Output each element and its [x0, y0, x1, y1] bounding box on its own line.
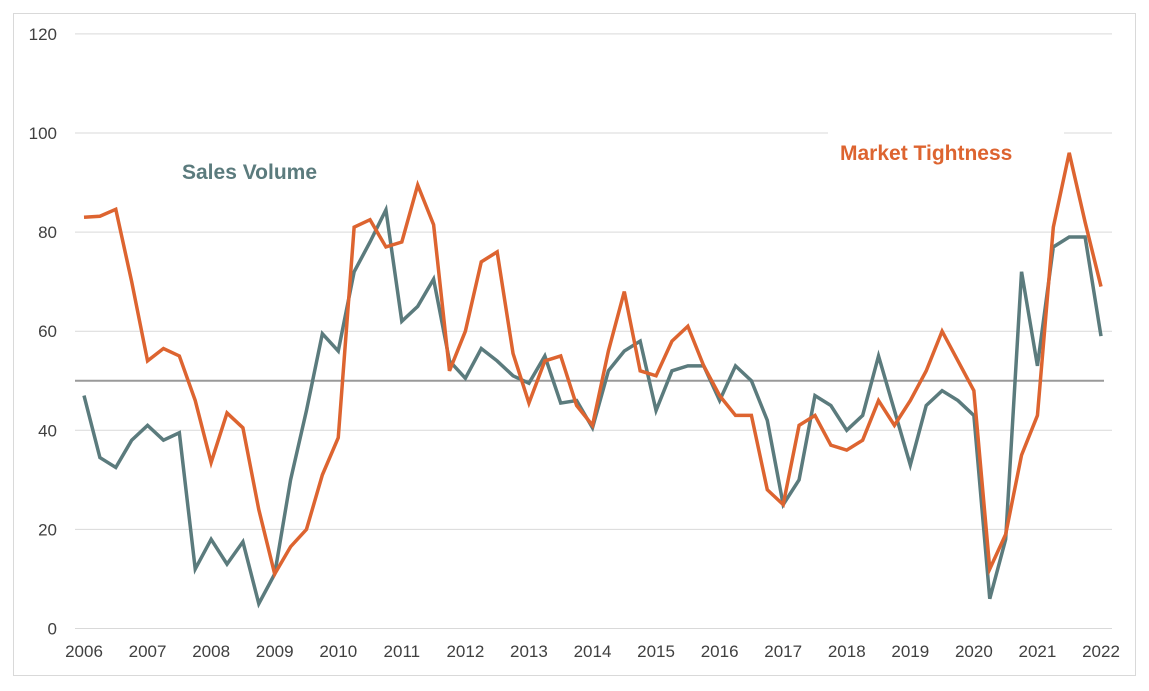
x-tick-label: 2015: [637, 642, 675, 661]
y-tick-label: 80: [38, 223, 57, 242]
x-tick-label: 2008: [192, 642, 230, 661]
x-tick-label: 2014: [574, 642, 612, 661]
x-tick-label: 2010: [319, 642, 357, 661]
x-tick-label: 2017: [764, 642, 802, 661]
y-tick-label: 20: [38, 520, 57, 539]
series-label-market-tightness: Market Tightness: [840, 142, 1012, 165]
x-tick-label: 2013: [510, 642, 548, 661]
x-tick-label: 2016: [701, 642, 739, 661]
y-tick-label: 60: [38, 322, 57, 341]
x-tick-label: 2022: [1082, 642, 1120, 661]
y-tick-label: 40: [38, 421, 57, 440]
label-background: [828, 120, 1064, 150]
x-tick-label: 2011: [384, 642, 421, 661]
x-tick-label: 2020: [955, 642, 993, 661]
series-line-sales-volume: [82, 203, 1103, 609]
x-tick-label: 2019: [891, 642, 929, 661]
x-tick-label: 2006: [65, 642, 103, 661]
series-line-market-tightness: [83, 152, 1103, 579]
x-tick-label: 2007: [129, 642, 167, 661]
x-tick-label: 2018: [828, 642, 866, 661]
y-tick-label: 0: [48, 620, 57, 639]
x-tick-label: 2012: [446, 642, 484, 661]
y-tick-label: 120: [29, 25, 57, 44]
series-label-sales-volume: Sales Volume: [182, 161, 317, 184]
x-tick-label: 2021: [1019, 642, 1057, 661]
y-tick-label: 100: [29, 124, 57, 143]
x-tick-label: 2009: [256, 642, 294, 661]
chart-frame: [13, 13, 1136, 676]
